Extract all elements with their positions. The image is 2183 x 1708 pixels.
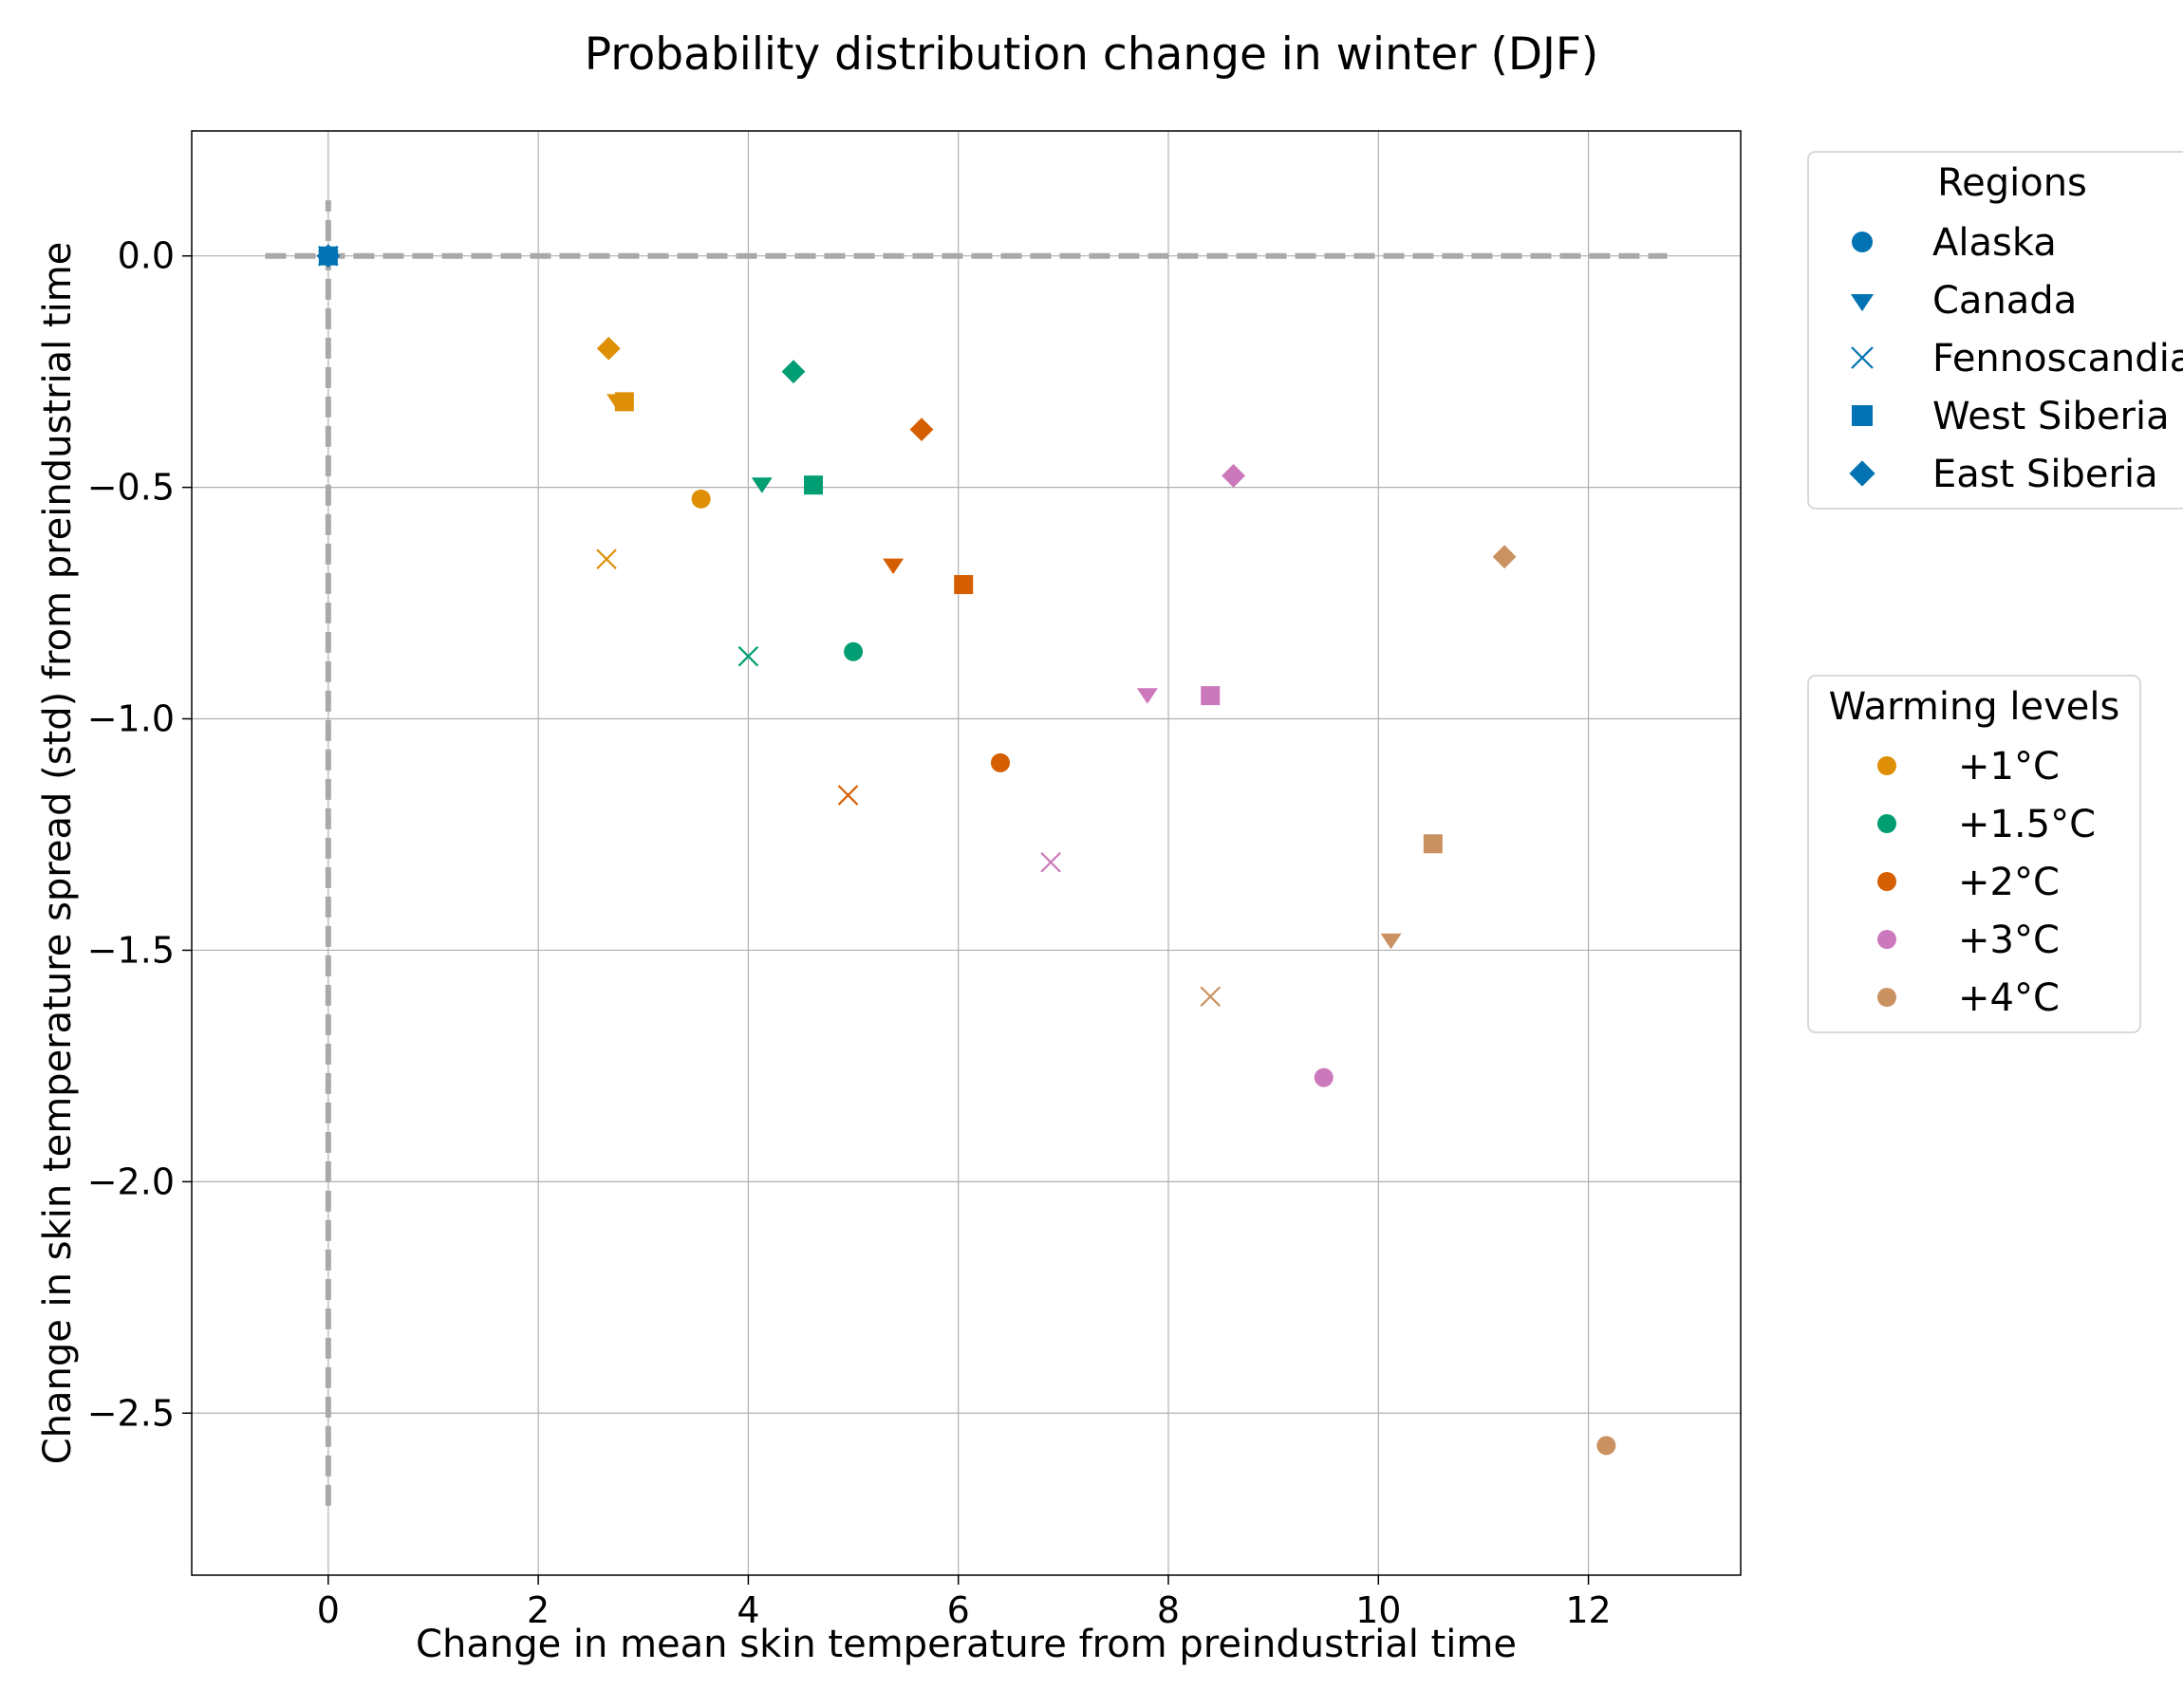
legend-label-4-c: +4°C xyxy=(1958,976,2060,1020)
legend-label-2-c: +2°C xyxy=(1958,861,2060,904)
x-axis-ticks: 0 2 4 6 8 10 12 xyxy=(317,1575,1612,1631)
legend-marker-west-siberia xyxy=(1852,405,1873,426)
legend-marker-canada xyxy=(1850,293,1875,312)
data-point-1-5-c-east-siberia xyxy=(781,360,806,384)
legend-label-alaska: Alaska xyxy=(1932,221,2057,265)
reference-lines xyxy=(265,200,1668,1506)
legend-label-1-c: +1°C xyxy=(1958,745,2060,789)
legend-marker-alaska xyxy=(1852,232,1873,252)
plot-frame xyxy=(191,130,1742,1576)
data-point-2-c-fennoscandia xyxy=(837,785,859,806)
regions-legend-title: Regions xyxy=(1937,161,2087,205)
data-point-1-c-east-siberia xyxy=(596,336,621,361)
legend-marker-1-c xyxy=(1877,756,1896,775)
origin-point-east-siberia xyxy=(316,244,341,269)
y-tick-label: −1.0 xyxy=(87,698,175,740)
x-tick-label: 4 xyxy=(737,1589,759,1631)
legend-label-fennoscandia: Fennoscandia xyxy=(1932,337,2183,381)
data-point-2-c-west-siberia xyxy=(954,575,974,595)
data-point-1-5-c-alaska xyxy=(844,641,864,661)
data-point-1-5-c-west-siberia xyxy=(804,475,824,495)
y-tick-label: −2.5 xyxy=(87,1392,175,1434)
data-point-3-c-fennoscandia xyxy=(1040,851,1061,873)
x-tick-label: 2 xyxy=(527,1589,550,1631)
data-point-3-c-canada xyxy=(1136,688,1158,704)
x-tick-label: 6 xyxy=(947,1589,970,1631)
legend-label-east-siberia: East Siberia xyxy=(1932,453,2158,496)
legend-label-1-5-c: +1.5°C xyxy=(1958,803,2096,846)
legend-label-3-c: +3°C xyxy=(1958,919,2060,962)
data-point-3-c-west-siberia xyxy=(1201,686,1221,706)
legend-marker-fennoscandia xyxy=(1851,346,1874,369)
data-point-1-5-c-fennoscandia xyxy=(737,645,759,667)
legend-marker-4-c xyxy=(1877,988,1896,1007)
legends: Regions Alaska Canada Fennoscandia West Sibe… xyxy=(1807,151,2183,1033)
data-point-1-5-c-canada xyxy=(751,477,773,493)
y-tick-label: −2.0 xyxy=(87,1160,175,1202)
data-point-4-c-east-siberia xyxy=(1492,545,1517,569)
x-tick-label: 0 xyxy=(317,1589,340,1631)
y-tick-label: 0.0 xyxy=(118,235,175,277)
data-point-1-c-fennoscandia xyxy=(596,548,617,570)
x-tick-label: 8 xyxy=(1157,1589,1180,1631)
grid xyxy=(192,131,1741,1575)
x-tick-label: 12 xyxy=(1565,1589,1611,1631)
data-points xyxy=(316,244,1616,1456)
legend-marker-2-c xyxy=(1877,872,1896,891)
data-point-2-c-east-siberia xyxy=(909,418,934,442)
y-tick-label: −0.5 xyxy=(87,467,175,509)
data-point-4-c-alaska xyxy=(1596,1436,1616,1456)
data-point-1-c-west-siberia xyxy=(614,392,634,412)
y-tick-label: −1.5 xyxy=(87,929,175,971)
legend-marker-east-siberia xyxy=(1849,460,1875,487)
data-point-1-c-alaska xyxy=(691,489,711,509)
legend-label-canada: Canada xyxy=(1932,279,2077,323)
regions-legend-box xyxy=(1807,151,2183,510)
y-axis-label: Change in skin temperature spread (std) … xyxy=(36,242,80,1465)
legend-marker-1-5-c xyxy=(1877,814,1896,833)
data-point-4-c-west-siberia xyxy=(1423,834,1443,854)
x-axis-label: Change in mean skin temperature from pre… xyxy=(416,1623,1517,1666)
warming-legend-title: Warming levels xyxy=(1829,685,2120,729)
data-point-4-c-fennoscandia xyxy=(1200,986,1222,1007)
data-point-3-c-east-siberia xyxy=(1222,464,1245,488)
data-point-2-c-canada xyxy=(883,558,905,575)
data-point-3-c-alaska xyxy=(1314,1068,1334,1087)
data-point-4-c-canada xyxy=(1380,933,1402,950)
data-point-2-c-alaska xyxy=(990,752,1010,772)
legend-label-west-siberia: West Siberia xyxy=(1932,395,2170,438)
y-axis-ticks: 0.0 −0.5 −1.0 −1.5 −2.0 −2.5 xyxy=(87,235,192,1434)
x-tick-label: 10 xyxy=(1355,1589,1401,1631)
legend-marker-3-c xyxy=(1877,930,1896,949)
chart-title: Probability distribution change in winte… xyxy=(585,28,1599,81)
